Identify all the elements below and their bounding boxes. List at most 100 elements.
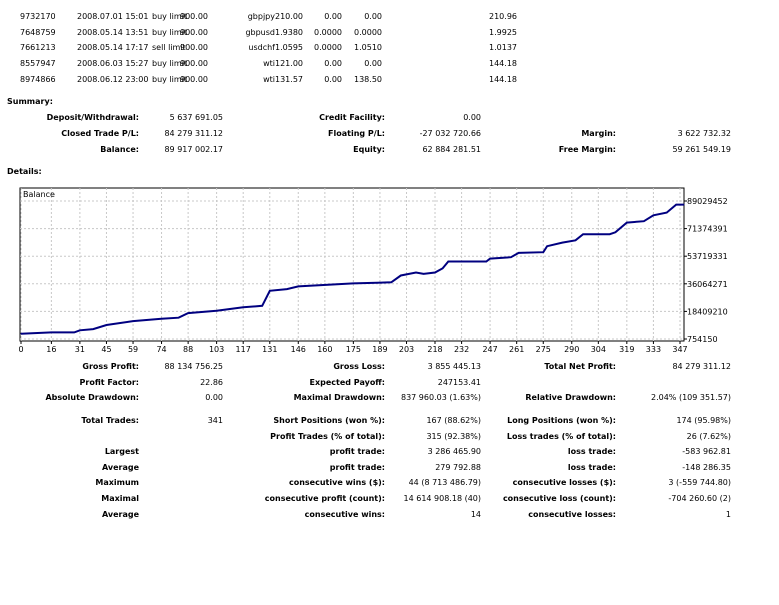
balance-point — [187, 312, 189, 314]
order-price: 1.0595 — [275, 43, 303, 53]
balance-point — [160, 318, 163, 320]
balance-point — [73, 331, 75, 333]
field-label: Absolute Drawdown: — [45, 393, 139, 402]
order-time: 2008.05.14 17:17 — [77, 43, 149, 53]
order-size: 900.00 — [180, 43, 208, 53]
order-ticket: 8974866 — [20, 74, 56, 84]
field-value: 167 (88.62%) — [426, 416, 481, 425]
balance-point — [643, 220, 645, 222]
balance-point — [609, 233, 611, 235]
details-row: Profit Trades (% of total): 315 (92.38%) L… — [0, 430, 779, 444]
order-tp: 0.00 — [364, 12, 382, 21]
details-row: Maximal consecutive profit (count): 14 614… — [0, 492, 779, 506]
balance-point — [517, 252, 520, 254]
order-price: 131.57 — [275, 74, 303, 84]
order-type: buy limit — [152, 59, 188, 69]
order-time: 2008.06.12 23:00 — [77, 74, 149, 84]
order-symbol: usdchf — [248, 43, 275, 53]
order-symbol: gbpjpy — [247, 12, 275, 21]
x-tick-label: 59 — [128, 345, 138, 354]
field-value: 88 134 756.25 — [164, 362, 223, 371]
order-ticket: 8557947 — [20, 59, 56, 69]
field-value: -27 032 720.66 — [419, 129, 481, 138]
details-row: Maximum consecutive wins ($): 44 (8 713 48… — [0, 476, 779, 490]
balance-point — [286, 288, 288, 290]
field-value: 3 286 465.90 — [427, 447, 481, 456]
order-symbol: wti — [263, 59, 275, 69]
field-value: 279 792.88 — [435, 463, 481, 472]
field-label: Balance: — [100, 145, 139, 154]
balance-point — [216, 310, 218, 312]
field-value: 89 917 002.17 — [164, 145, 223, 154]
order-price: 1.9380 — [275, 27, 303, 37]
order-price: 121.00 — [275, 59, 303, 69]
field-value: 62 884 281.51 — [422, 145, 481, 154]
order-type: buy limit — [152, 12, 188, 21]
balance-point — [546, 245, 548, 247]
x-tick-label: 74 — [156, 345, 166, 354]
details-row: Total Trades: 341 Short Positions (won %):… — [0, 414, 779, 428]
details-row: Profit Factor: 22.86 Expected Payoff: 24715… — [0, 376, 779, 390]
field-label: Credit Facility: — [319, 113, 385, 122]
order-size: 900.00 — [180, 12, 208, 21]
balance-point — [652, 214, 655, 216]
order-row: 8974866 2008.06.12 23:00 buy limit 900.00 wt… — [0, 73, 779, 87]
balance-point — [447, 260, 449, 263]
balance-point — [261, 305, 263, 307]
order-size: 900.00 — [180, 74, 208, 84]
details-row: Largest profit trade: 3 286 465.90 loss tra… — [0, 445, 779, 459]
balance-point — [297, 285, 299, 288]
order-tp: 138.50 — [354, 74, 382, 84]
balance-point — [489, 257, 491, 260]
field-value: 3 (-559 744.80) — [668, 478, 731, 487]
summary-row: Deposit/Withdrawal: 5 637 691.05 Credit Fa… — [0, 111, 779, 125]
balance-point — [105, 324, 108, 326]
x-tick-label: 175 — [346, 345, 361, 354]
x-tick-label: 146 — [291, 345, 306, 354]
balance-point — [582, 233, 584, 235]
x-tick-label: 117 — [236, 345, 251, 354]
order-tp: 1.0510 — [354, 43, 382, 53]
x-tick-label: 275 — [536, 345, 551, 354]
x-tick-label: 88 — [183, 345, 193, 354]
x-tick-label: 319 — [619, 345, 634, 354]
x-tick-label: 16 — [46, 345, 56, 354]
details-row: Absolute Drawdown: 0.00 Maximal Drawdown: 8… — [0, 391, 779, 405]
balance-point — [269, 290, 271, 292]
balance-point — [415, 271, 417, 274]
order-row: 7661213 2008.05.14 17:17 sell limit 900.00 u… — [0, 41, 779, 55]
x-tick-label: 304 — [591, 345, 606, 354]
x-tick-label: 347 — [672, 345, 687, 354]
field-label: Total Net Profit: — [544, 362, 616, 371]
field-value: 84 279 311.12 — [164, 129, 223, 138]
order-type: buy limit — [152, 74, 188, 84]
field-value: 3 622 732.32 — [677, 129, 731, 138]
summary-heading: Summary: — [7, 97, 53, 106]
order-time: 2008.07.01 15:01 — [77, 12, 149, 21]
details-row: Average consecutive wins: 14 consecutive lo… — [0, 508, 779, 522]
field-label: Equity: — [353, 145, 385, 154]
field-label: consecutive profit (count): — [264, 494, 385, 503]
field-value: -583 962.81 — [682, 447, 731, 456]
order-type: sell limit — [152, 43, 186, 53]
field-label: Deposit/Withdrawal: — [46, 113, 139, 122]
order-symbol: wti — [263, 74, 275, 84]
field-label: profit trade: — [329, 447, 385, 456]
balance-point — [561, 242, 563, 244]
order-sl: 0.00 — [324, 12, 342, 21]
order-size: 900.00 — [180, 59, 208, 69]
balance-point — [132, 320, 134, 322]
balance-point — [352, 282, 354, 285]
x-tick-label: 247 — [482, 345, 497, 354]
x-tick-label: 333 — [646, 345, 661, 354]
order-market: 1.9925 — [489, 27, 517, 37]
chart-frame — [19, 187, 685, 342]
order-market: 144.18 — [489, 74, 517, 84]
field-value: 315 (92.38%) — [426, 432, 481, 441]
balance-point — [485, 260, 487, 263]
field-label: consecutive wins ($): — [288, 478, 385, 487]
field-label: profit trade: — [329, 463, 385, 472]
field-value: 22.86 — [200, 378, 223, 387]
order-market: 144.18 — [489, 59, 517, 69]
